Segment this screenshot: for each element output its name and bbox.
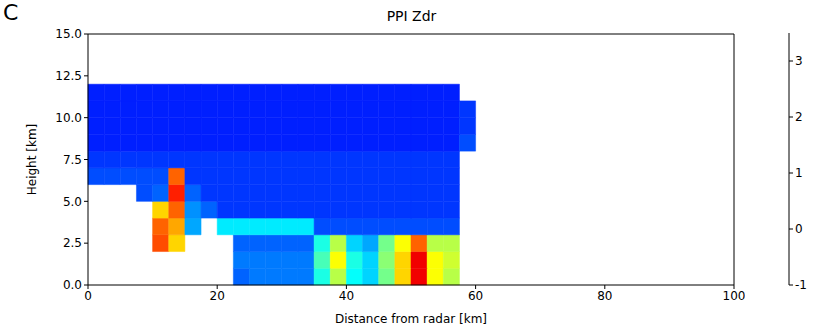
svg-text:7.5: 7.5 — [63, 153, 82, 167]
svg-text:Height [km]: Height [km] — [25, 124, 39, 195]
svg-text:12.5: 12.5 — [55, 69, 82, 83]
svg-text:100: 100 — [723, 289, 745, 303]
svg-text:5.0: 5.0 — [63, 195, 82, 209]
svg-text:40: 40 — [339, 289, 354, 303]
svg-text:Distance from radar [km]: Distance from radar [km] — [335, 312, 487, 326]
svg-text:0.0: 0.0 — [63, 278, 82, 292]
svg-text:3: 3 — [795, 54, 803, 68]
svg-text:60: 60 — [468, 289, 483, 303]
html-text:C: C — [3, 0, 19, 25]
svg-text:80: 80 — [597, 289, 612, 303]
svg-text:0: 0 — [795, 222, 803, 236]
svg-text:-1: -1 — [795, 278, 807, 292]
html-text:PPI Zdr: PPI Zdr — [386, 8, 437, 24]
svg-text:2.5: 2.5 — [63, 236, 82, 250]
svg-text:0: 0 — [84, 289, 92, 303]
svg-text:10.0: 10.0 — [55, 111, 82, 125]
svg-text:1: 1 — [795, 166, 803, 180]
svg-text:2: 2 — [795, 110, 803, 124]
svg-text:20: 20 — [210, 289, 225, 303]
svg-text:15.0: 15.0 — [55, 27, 82, 41]
